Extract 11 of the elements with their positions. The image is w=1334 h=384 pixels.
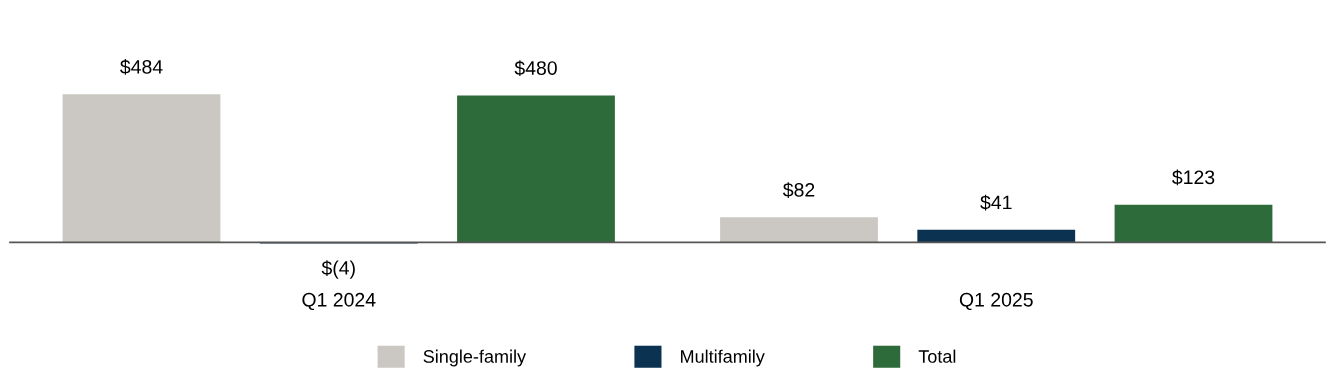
- data-label: $123: [1172, 169, 1215, 186]
- legend-label: Total: [918, 349, 956, 363]
- x-tick-label: Q1 2024: [302, 292, 376, 311]
- x-tick-label: Q1 2025: [959, 292, 1033, 311]
- data-label: $82: [782, 182, 815, 198]
- data-label: $484: [120, 59, 163, 75]
- data-label: $(4): [321, 260, 355, 279]
- legend-label: Multifamily: [681, 349, 765, 367]
- data-label: $41: [980, 194, 1012, 211]
- legend-label: Single-family: [423, 349, 527, 367]
- data-label: $480: [514, 60, 557, 77]
